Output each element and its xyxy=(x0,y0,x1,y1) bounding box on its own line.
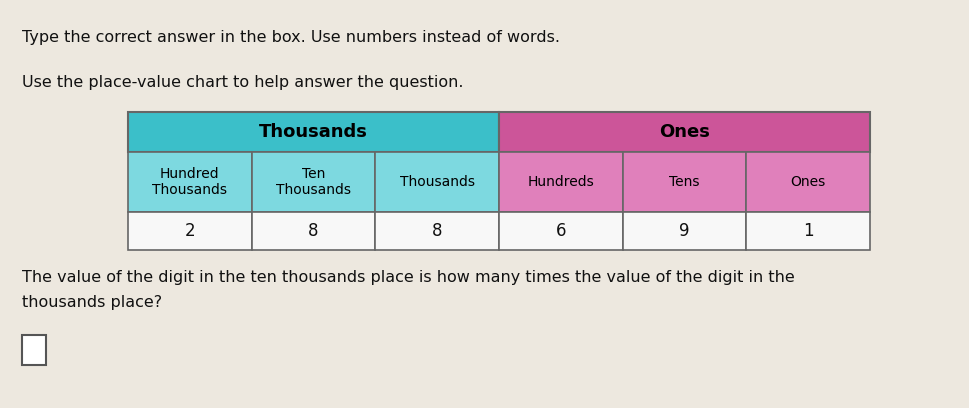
Bar xyxy=(745,152,869,212)
Text: 1: 1 xyxy=(802,222,813,240)
Bar xyxy=(498,112,869,152)
Bar xyxy=(128,112,498,152)
Text: 8: 8 xyxy=(308,222,319,240)
Bar xyxy=(498,152,622,212)
Text: 8: 8 xyxy=(431,222,442,240)
Text: Type the correct answer in the box. Use numbers instead of words.: Type the correct answer in the box. Use … xyxy=(22,30,559,45)
Bar xyxy=(622,212,745,250)
Text: The value of the digit in the ten thousands place is how many times the value of: The value of the digit in the ten thousa… xyxy=(22,270,794,285)
Text: 6: 6 xyxy=(555,222,566,240)
Bar xyxy=(375,212,498,250)
Text: Tens: Tens xyxy=(669,175,699,189)
Text: 2: 2 xyxy=(184,222,195,240)
Bar xyxy=(622,152,745,212)
Bar xyxy=(251,212,375,250)
Text: Hundred
Thousands: Hundred Thousands xyxy=(152,167,227,197)
Text: Thousands: Thousands xyxy=(259,123,367,141)
Bar xyxy=(745,212,869,250)
Bar xyxy=(498,212,622,250)
Text: Hundreds: Hundreds xyxy=(527,175,594,189)
Text: 9: 9 xyxy=(678,222,689,240)
Text: Ten
Thousands: Ten Thousands xyxy=(276,167,351,197)
Text: Ones: Ones xyxy=(658,123,709,141)
Bar xyxy=(251,152,375,212)
Text: thousands place?: thousands place? xyxy=(22,295,162,310)
Text: Ones: Ones xyxy=(790,175,825,189)
Text: Thousands: Thousands xyxy=(399,175,474,189)
Bar xyxy=(128,212,251,250)
Text: Use the place-value chart to help answer the question.: Use the place-value chart to help answer… xyxy=(22,75,463,90)
Bar xyxy=(375,152,498,212)
Bar xyxy=(22,335,46,365)
Bar xyxy=(128,152,251,212)
